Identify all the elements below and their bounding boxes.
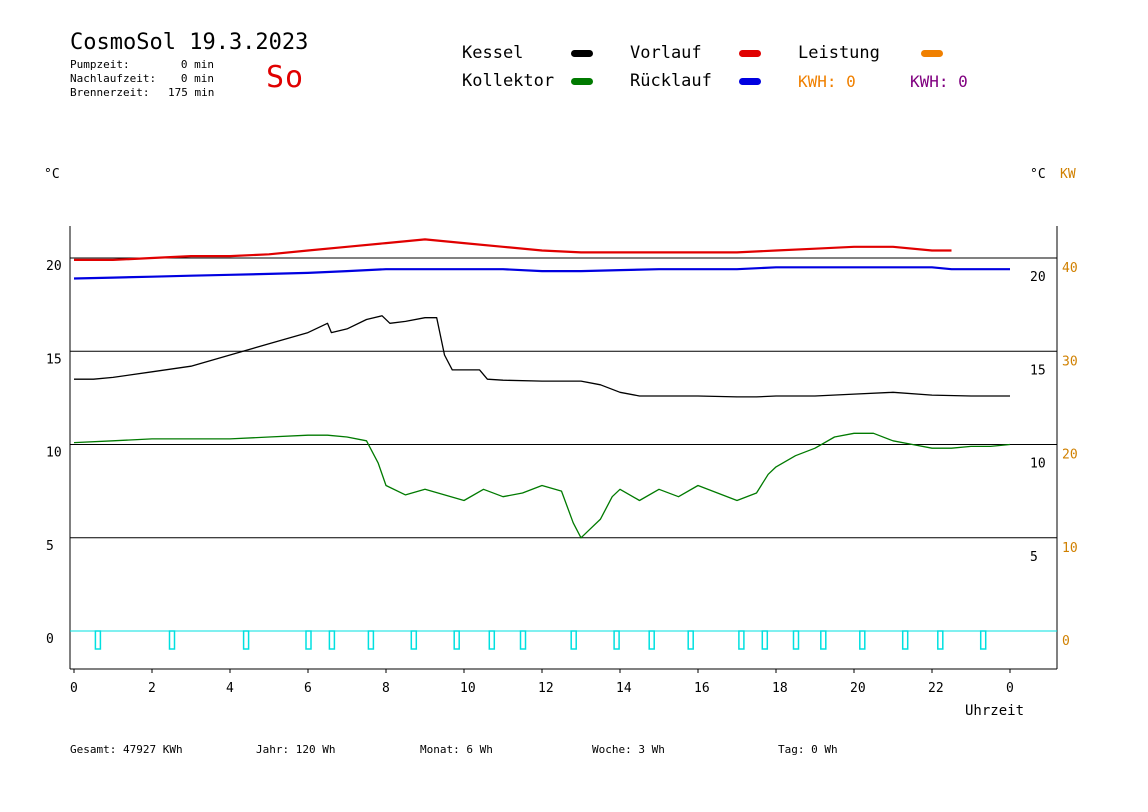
footer-woche: Woche: 3 Wh [592,743,665,756]
x-tick-label: 12 [538,681,554,696]
pump-pulse-mark [94,630,102,650]
y-tick-label-right: 20 [1030,270,1046,285]
footer-jahr: Jahr: 120 Wh [256,743,336,756]
series-line-kollektor [73,432,1011,539]
y-tick-label-kw: 40 [1062,261,1078,276]
footer-tag: Tag: 0 Wh [778,743,838,756]
y-tick-label-right: 15 [1030,363,1046,378]
series-line-kessel [74,315,1010,398]
pump-pulse-mark [820,630,827,650]
x-axis-label: Uhrzeit [965,703,1024,719]
pump-pulse-mark [738,630,745,650]
series-line-vorlauf [74,238,952,261]
x-tick-label: 4 [226,681,234,696]
legend-ruecklauf-swatch [739,78,761,85]
legend-kessel-swatch [571,50,593,57]
pump-pulse-mark [242,630,250,650]
pump-pulse-mark [328,630,336,650]
x-tick-label: 0 [1006,681,1014,696]
pump-pulse-mark [761,630,769,650]
pump-pulse-mark [979,630,987,650]
x-tick-label: 18 [772,681,788,696]
pump-pulse-mark [687,630,694,650]
pump-pulse-mark [792,630,800,650]
y-tick-label-kw: 30 [1062,354,1078,369]
kwh-leistung-value: KWH: 0 [798,72,856,91]
weekday-label: So [266,60,305,95]
x-tick-label: 0 [70,681,78,696]
x-tick-label: 14 [616,681,632,696]
legend-kollektor-swatch [571,78,593,85]
legend-vorlauf-label: Vorlauf [630,43,702,63]
pump-pulse-mark [519,630,527,650]
pump-pulse-mark [613,630,620,650]
y-tick-label-right: 5 [1030,550,1038,565]
info-value: 175 min [168,86,215,99]
pump-pulse-mark [410,630,418,650]
pump-pulse-mark [453,630,460,650]
legend-ruecklauf-label: Rücklauf [630,71,712,91]
series-line-ruecklauf [73,266,1010,280]
pump-pulse-mark [901,630,909,650]
y-tick-label-kw: 10 [1062,541,1078,556]
x-tick-label: 20 [850,681,866,696]
legend-kessel-label: Kessel [462,43,524,63]
legend-leistung-label: Leistung [798,43,880,63]
pump-pulse-mark [570,630,577,650]
pump-pulse-mark [488,630,496,650]
y-tick-label-left: 20 [46,259,62,274]
y-axis-label-right: °C [1030,167,1046,182]
y-tick-label-left: 5 [46,539,54,554]
info-pumpzeit: Pumpzeit: 0 min [70,58,214,71]
pump-pulse-mark [937,630,944,650]
pump-pulse-mark [859,630,866,650]
y-tick-label-left: 0 [46,632,54,647]
info-value: 0 min [180,58,214,71]
y-tick-label-left: 10 [46,446,62,461]
info-brennerzeit: Brennerzeit: 175 min [70,86,214,99]
legend-vorlauf-swatch [739,50,761,57]
pump-pulse-mark [305,630,312,650]
legend-leistung-swatch [921,50,943,57]
page-title: CosmoSol 19.3.2023 [70,30,309,55]
x-tick-label: 2 [148,681,156,696]
pump-pulse-mark [367,630,375,650]
x-tick-label: 10 [460,681,476,696]
footer-monat: Monat: 6 Wh [420,743,493,756]
footer-gesamt: Gesamt: 47927 KWh [70,743,183,756]
x-tick-label: 16 [694,681,710,696]
y-tick-label-kw: 20 [1062,448,1078,463]
pump-pulse-mark [648,630,655,650]
x-tick-label: 22 [928,681,944,696]
info-label: Brennerzeit: [70,86,150,99]
legend-kollektor-label: Kollektor [462,71,555,91]
info-value: 0 min [180,72,214,85]
y-tick-label-right: 10 [1030,457,1046,472]
y-axis-label-left: °C [44,167,60,182]
y-tick-label-kw: 0 [1062,634,1070,649]
pump-pulse-mark [168,630,176,650]
y-tick-label-left: 15 [46,352,62,367]
info-label: Pumpzeit: [70,58,130,71]
x-tick-label: 6 [304,681,312,696]
kwh-second-value: KWH: 0 [910,72,968,91]
info-label: Nachlaufzeit: [70,72,157,85]
x-tick-label: 8 [382,681,390,696]
info-nachlaufzeit: Nachlaufzeit: 0 min [70,72,214,85]
y-axis-label-kw: KW [1060,167,1076,182]
